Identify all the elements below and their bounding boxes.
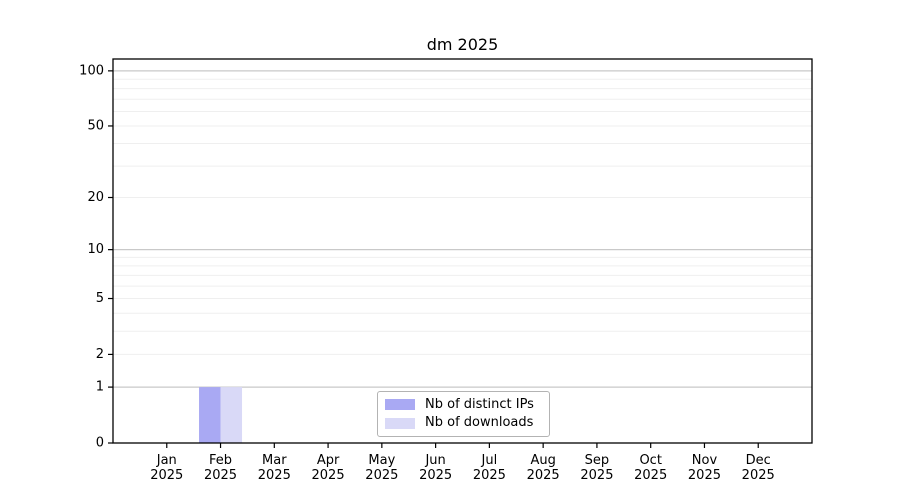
y-tick-label: 50 xyxy=(87,118,104,133)
legend-swatch-downloads xyxy=(385,417,415,429)
x-tick-label-year: 2025 xyxy=(527,468,560,483)
x-tick-label-month: Dec xyxy=(746,453,771,468)
x-tick-label-year: 2025 xyxy=(312,468,345,483)
bar-nb-of-downloads xyxy=(220,387,243,443)
y-tick-label: 1 xyxy=(96,380,104,395)
legend-row: Nb of downloads xyxy=(385,415,549,430)
y-tick-label: 0 xyxy=(96,436,104,451)
plot-border xyxy=(112,58,813,444)
chart-legend: Nb of distinct IPs Nb of downloads xyxy=(377,391,550,437)
x-tick-label-year: 2025 xyxy=(419,468,452,483)
x-tick-label-year: 2025 xyxy=(634,468,667,483)
x-tick-label-year: 2025 xyxy=(150,468,183,483)
y-tick-label: 20 xyxy=(87,190,104,205)
x-tick-label-year: 2025 xyxy=(365,468,398,483)
x-tick-label-month: Jul xyxy=(481,453,498,468)
chart-title: dm 2025 xyxy=(426,35,499,54)
x-tick-label-month: May xyxy=(368,453,395,468)
x-tick-label-month: Sep xyxy=(585,453,610,468)
x-tick-label-year: 2025 xyxy=(688,468,721,483)
x-tick-label-year: 2025 xyxy=(258,468,291,483)
y-tick-label: 2 xyxy=(96,347,104,362)
x-tick-label-month: Jan xyxy=(156,453,177,468)
x-tick-label-year: 2025 xyxy=(742,468,775,483)
x-tick-label-month: Oct xyxy=(639,453,661,468)
legend-label: Nb of distinct IPs xyxy=(425,396,534,412)
x-tick-label-year: 2025 xyxy=(473,468,506,483)
y-tick-label: 10 xyxy=(87,242,104,257)
y-tick-label: 5 xyxy=(96,291,104,306)
y-tick-label: 100 xyxy=(79,63,104,78)
bar-nb-of-distinct-ips xyxy=(199,387,221,443)
x-tick-label-month: Apr xyxy=(317,453,340,468)
x-tick-label-month: Mar xyxy=(262,453,287,468)
x-tick-label-year: 2025 xyxy=(204,468,237,483)
x-tick-label-month: Aug xyxy=(530,453,555,468)
legend-swatch-distinct-ips xyxy=(385,399,415,411)
legend-row: Nb of distinct IPs xyxy=(385,396,549,412)
x-tick-label-month: Jun xyxy=(424,453,445,468)
x-tick-label-year: 2025 xyxy=(580,468,613,483)
x-tick-label-month: Feb xyxy=(209,453,232,468)
legend-label: Nb of downloads xyxy=(425,415,534,430)
x-tick-label-month: Nov xyxy=(692,453,718,468)
